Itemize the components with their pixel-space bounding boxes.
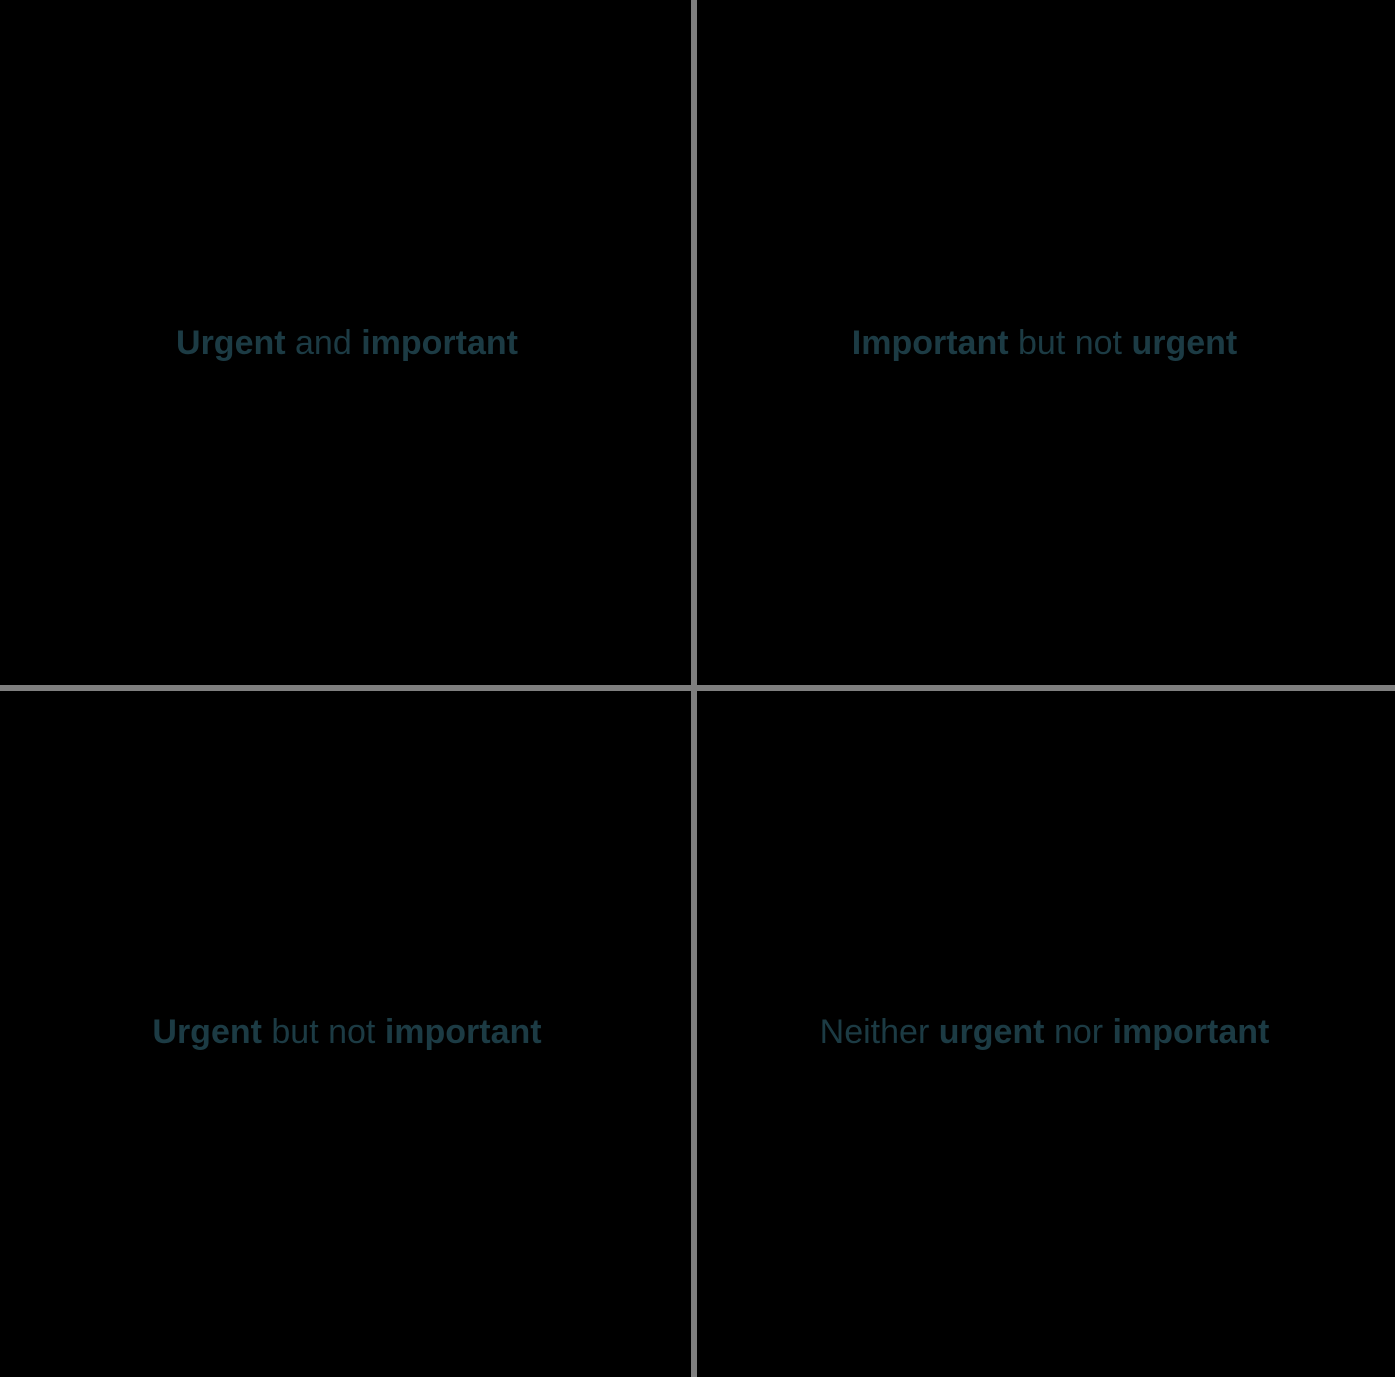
label-segment: important [361, 324, 518, 362]
quadrant-label: Urgent and important [176, 324, 518, 363]
label-segment: but not [1009, 324, 1132, 362]
label-segment: important [385, 1013, 542, 1051]
quadrant-urgent-important: Urgent and important [0, 0, 694, 688]
label-segment: urgent [1131, 324, 1237, 362]
label-segment: urgent [939, 1013, 1045, 1051]
label-segment: Important [852, 324, 1009, 362]
label-segment: Urgent [176, 324, 286, 362]
label-segment: nor [1045, 1013, 1113, 1051]
quadrant-label: Important but not urgent [852, 324, 1237, 363]
quadrant-neither: Neither urgent nor important [694, 688, 1395, 1377]
label-segment: but not [262, 1013, 385, 1051]
label-segment: Neither [820, 1013, 939, 1051]
quadrant-urgent-not-important: Urgent but not important [0, 688, 694, 1377]
priority-matrix: Urgent and important Important but not u… [0, 0, 1395, 1377]
quadrant-label: Neither urgent nor important [820, 1013, 1270, 1052]
quadrant-important-not-urgent: Important but not urgent [694, 0, 1395, 688]
label-segment: Urgent [152, 1013, 262, 1051]
quadrant-label: Urgent but not important [152, 1013, 541, 1052]
label-segment: important [1113, 1013, 1270, 1051]
label-segment: and [286, 324, 362, 362]
